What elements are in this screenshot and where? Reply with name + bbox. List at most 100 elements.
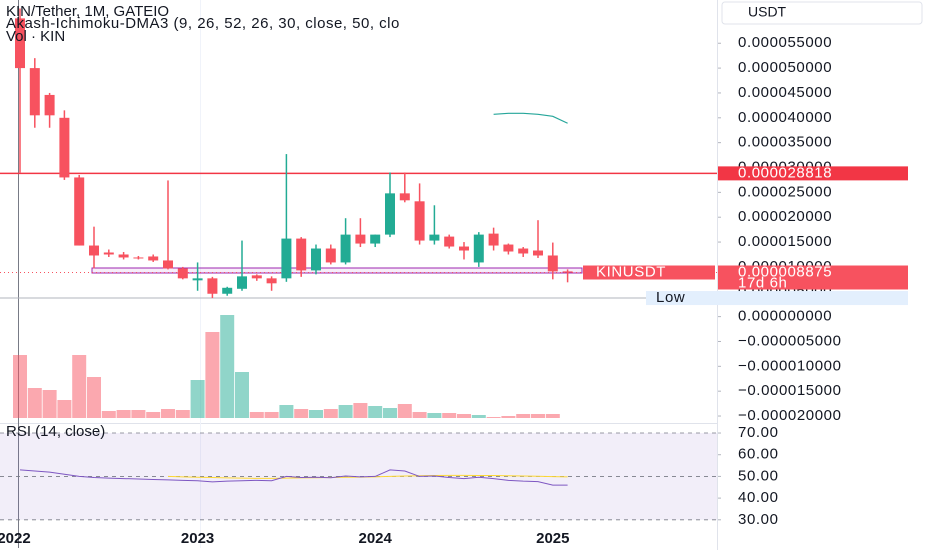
x-tick-label: 2022 xyxy=(0,530,31,547)
candle-body xyxy=(133,257,144,259)
rsi-line xyxy=(19,469,568,486)
candle-body xyxy=(414,201,425,241)
candle-body xyxy=(399,193,410,201)
candle-body xyxy=(518,248,529,254)
candle-body xyxy=(177,268,188,279)
volume-bar xyxy=(353,403,368,418)
candle-body xyxy=(355,234,366,244)
candle-body xyxy=(459,246,469,251)
volume-bar xyxy=(338,405,353,418)
volume-bar xyxy=(13,355,27,418)
volume-bar xyxy=(249,412,264,418)
candle-body xyxy=(547,255,558,272)
candle-body xyxy=(429,234,440,241)
volume-bar xyxy=(220,315,235,418)
volume-bar xyxy=(42,390,57,418)
rsi-tick-label: 30.00 xyxy=(738,511,779,528)
low-tag xyxy=(646,291,908,306)
volume-bar xyxy=(427,413,442,418)
rsi-tick-label: 50.00 xyxy=(738,467,779,484)
currency-label: USDT xyxy=(748,4,787,20)
rsi-title: RSI (14, close) xyxy=(6,423,105,440)
price-line-label: 0.000028818 xyxy=(738,164,832,181)
rsi-tick-label: 70.00 xyxy=(738,424,779,441)
ichimoku-line xyxy=(493,112,568,124)
last-price-tag xyxy=(718,265,908,290)
price-axis: −0.000020000 −0.000015000 −0.000010000 −0.0… xyxy=(717,1,923,528)
candle-body xyxy=(340,234,351,263)
currency-box xyxy=(721,1,923,25)
candle-body xyxy=(503,244,514,252)
y-tick-label: 0.000050000 xyxy=(738,59,832,76)
volume-bar xyxy=(101,411,116,418)
candle-body xyxy=(15,18,25,69)
y-tick-label: 0.000020000 xyxy=(738,208,832,225)
volume-bar xyxy=(516,414,531,418)
candle-body xyxy=(148,256,159,261)
volume-bar xyxy=(412,412,427,418)
volume-bar xyxy=(309,410,323,418)
y-tick-label: 0.000055000 xyxy=(738,34,832,51)
volume-bar xyxy=(531,414,545,418)
candle-body xyxy=(325,248,336,263)
chart-title: KIN/Tether, 1M, GATEIO xyxy=(6,3,169,20)
volume-legend: Vol · KIN xyxy=(6,28,65,45)
y-tick-label: −0.000005000 xyxy=(738,332,842,349)
indicator-legend: Akash-Ichimoku-DMA3 (9, 26, 52, 26, 30, … xyxy=(6,15,400,32)
volume-bar xyxy=(442,413,457,418)
plot-area: RSI (14, close) 2022 2023 2024 2025 KIN/Tethe… xyxy=(0,0,717,548)
candle-body xyxy=(237,276,247,289)
y-tick-label: 0.000015000 xyxy=(738,233,832,250)
y-tick-label: 0.000000000 xyxy=(738,308,832,325)
y-tick-label: −0.000020000 xyxy=(738,407,842,424)
volume-bar xyxy=(116,410,131,418)
volume-bar xyxy=(27,388,42,418)
y-tick-label: −0.000010000 xyxy=(738,357,842,374)
x-tick-label: 2025 xyxy=(536,530,569,547)
volume-bar xyxy=(146,412,161,418)
volume-bar xyxy=(205,332,220,418)
candle-body xyxy=(562,271,573,273)
x-tick-label: 2023 xyxy=(181,530,214,547)
candle-body xyxy=(251,275,262,279)
price-line-tag xyxy=(718,166,908,181)
symbol-tag xyxy=(583,265,715,280)
candle-body xyxy=(281,238,292,279)
candle-body xyxy=(473,234,484,263)
candle-body xyxy=(29,68,40,116)
x-tick-label: 2024 xyxy=(359,530,393,547)
volume-bar xyxy=(383,408,397,418)
y-tick-label: 0.000035000 xyxy=(738,134,832,151)
volume-bar xyxy=(264,412,279,418)
volume-bar xyxy=(457,414,471,418)
volume-bar xyxy=(235,372,249,418)
volume-bar xyxy=(87,377,101,418)
volume-bar xyxy=(501,416,516,418)
volume-bar xyxy=(161,409,175,418)
volume-bar xyxy=(294,409,309,418)
candle-body xyxy=(488,233,499,246)
candle-body xyxy=(74,177,85,246)
volume-bar xyxy=(368,406,383,418)
candle-body xyxy=(296,238,307,271)
candle-body xyxy=(44,94,55,116)
candle-body xyxy=(192,278,203,281)
volume-bar xyxy=(131,410,146,418)
volume-bar xyxy=(57,400,72,418)
low-name: Low xyxy=(656,289,685,306)
volume-bar xyxy=(486,417,501,418)
candle-body xyxy=(89,245,99,256)
candle-body xyxy=(118,254,129,258)
candle-body xyxy=(311,248,321,271)
rsi-tick-label: 60.00 xyxy=(738,446,779,463)
y-tick-label: 0.000040000 xyxy=(738,109,832,126)
volume-bar xyxy=(72,355,87,418)
volume-bar xyxy=(471,415,486,418)
candle-body xyxy=(207,278,218,294)
last-price-label: 0.000008875 xyxy=(738,263,832,280)
candle-body xyxy=(103,252,114,255)
volume-bar xyxy=(323,409,338,418)
candle-body xyxy=(59,117,70,178)
candle-body xyxy=(266,278,277,284)
